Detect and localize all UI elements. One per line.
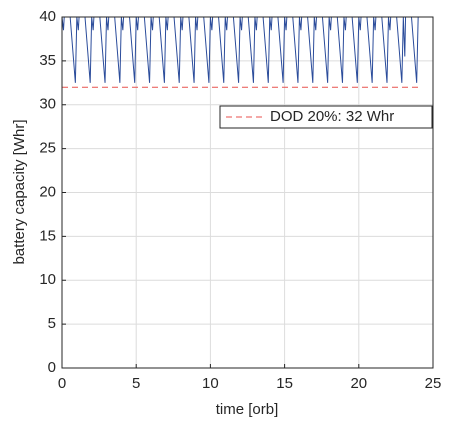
x-tick-label: 25: [425, 375, 442, 392]
legend-label: DOD 20%: 32 Whr: [270, 108, 394, 125]
y-tick-label: 15: [39, 227, 56, 244]
legend-box: [219, 105, 433, 129]
x-tick-label: 10: [202, 375, 219, 392]
x-tick-label: 0: [58, 375, 66, 392]
y-tick-label: 40: [39, 8, 56, 25]
y-tick-label: 5: [48, 315, 56, 332]
y-tick-label: 0: [48, 359, 56, 376]
y-tick-label: 20: [39, 183, 56, 200]
x-tick-label: 20: [350, 375, 367, 392]
y-axis-label: battery capacity [Whr]: [11, 119, 28, 264]
y-tick-label: 25: [39, 140, 56, 157]
x-tick-label: 5: [132, 375, 140, 392]
axes-box: [61, 16, 434, 369]
y-tick-label: 35: [39, 52, 56, 69]
x-tick-label: 15: [276, 375, 293, 392]
y-tick-label: 10: [39, 271, 56, 288]
y-tick-label: 30: [39, 96, 56, 113]
x-axis-label: time [orb]: [216, 401, 279, 418]
